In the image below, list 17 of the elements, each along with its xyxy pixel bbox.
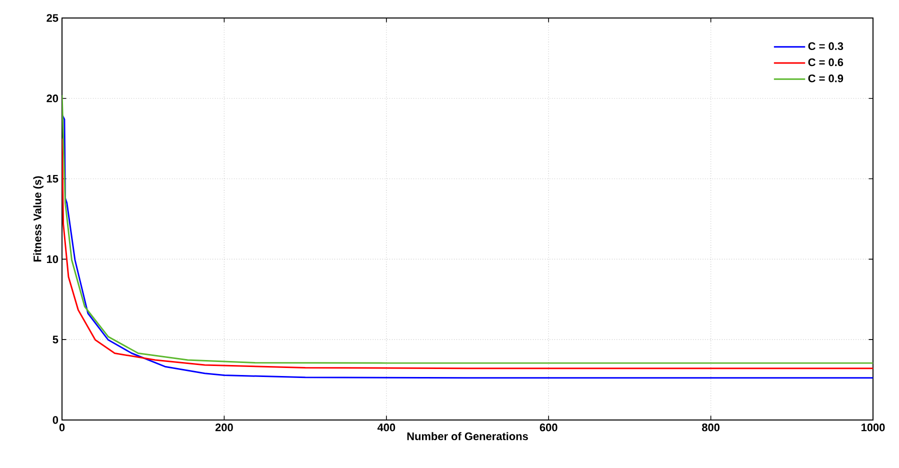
y-tick-label: 0 [52,416,58,424]
x-tick-label: 1000 [862,424,885,432]
y-tick-label: 10 [46,255,58,264]
y-tick-label: 25 [46,14,58,22]
legend-label: C = 0.6 [808,58,844,66]
x-axis-title: Number of Generations [407,432,528,440]
y-tick-label: 20 [46,94,58,102]
y-tick-label: 5 [52,336,58,344]
x-tick-label: 0 [59,424,65,432]
x-tick-label: 400 [377,424,396,432]
legend-label: C = 0.9 [808,74,844,82]
y-axis-title: Fitness Value (s) [33,176,44,262]
x-tick-label: 800 [702,424,720,432]
y-tick-label: 15 [46,174,58,183]
x-tick-label: 200 [215,424,233,432]
x-tick-label: 600 [540,424,558,432]
legend-label: C = 0.3 [808,42,844,50]
